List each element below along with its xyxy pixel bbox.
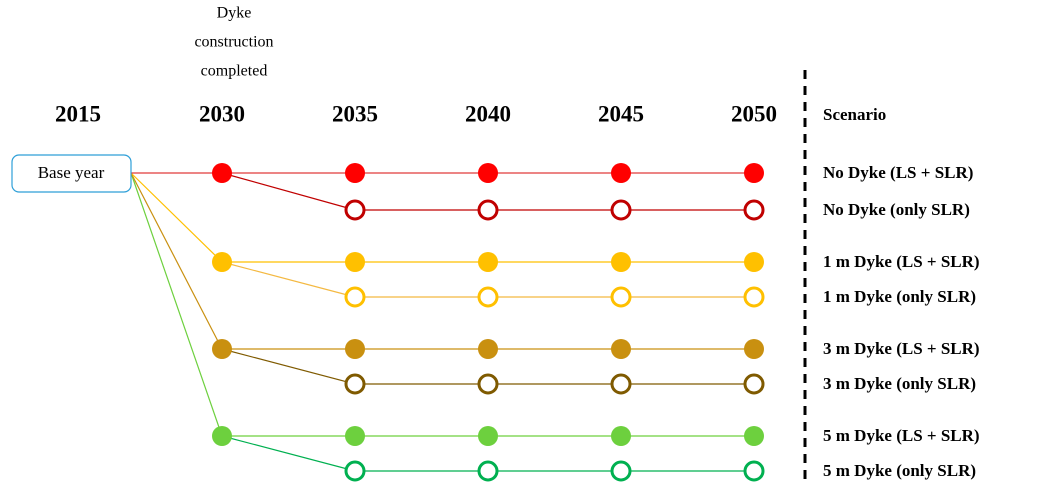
dot <box>345 426 365 446</box>
connector <box>130 172 223 350</box>
scenario-label: 5 m Dyke (LS + SLR) <box>823 426 980 445</box>
scenario-label: No Dyke (only SLR) <box>823 200 970 219</box>
ring <box>344 373 366 395</box>
dot <box>744 426 764 446</box>
ring <box>610 373 632 395</box>
year-label: 2050 <box>731 101 777 126</box>
dot <box>478 252 498 272</box>
scenario-label: 3 m Dyke (only SLR) <box>823 374 976 393</box>
ring <box>743 460 765 482</box>
connector <box>221 261 356 298</box>
ring <box>743 286 765 308</box>
year-label: 2045 <box>598 101 644 126</box>
connector <box>221 348 356 385</box>
base-label: Base year <box>38 163 105 182</box>
scenario-header: Scenario <box>823 105 886 124</box>
dot <box>345 252 365 272</box>
dot <box>212 252 232 272</box>
scenario-label: No Dyke (LS + SLR) <box>823 163 973 182</box>
ring <box>477 373 499 395</box>
connector <box>130 172 223 437</box>
ring <box>477 286 499 308</box>
ring <box>344 460 366 482</box>
dot <box>744 252 764 272</box>
base-box <box>11 154 132 193</box>
dot <box>212 426 232 446</box>
year-label: 2030 <box>199 101 245 126</box>
scenario-label: 1 m Dyke (LS + SLR) <box>823 252 980 271</box>
dot <box>744 163 764 183</box>
dot <box>611 426 631 446</box>
annotation: construction <box>194 34 273 51</box>
year-label: 2035 <box>332 101 378 126</box>
connector <box>130 172 223 263</box>
ring <box>610 460 632 482</box>
dot <box>611 252 631 272</box>
annotation: Dyke <box>217 5 252 22</box>
dot <box>611 163 631 183</box>
ring <box>344 286 366 308</box>
ring <box>477 460 499 482</box>
scenario-label: 5 m Dyke (only SLR) <box>823 461 976 480</box>
dot <box>345 163 365 183</box>
ring <box>610 286 632 308</box>
ring <box>477 199 499 221</box>
scenario-label: 1 m Dyke (only SLR) <box>823 287 976 306</box>
year-label: 2040 <box>465 101 511 126</box>
dot <box>611 339 631 359</box>
ring <box>344 199 366 221</box>
dot <box>478 163 498 183</box>
connector <box>221 435 356 472</box>
dot <box>212 163 232 183</box>
ring <box>743 373 765 395</box>
year-label: 2015 <box>55 101 101 126</box>
dot <box>212 339 232 359</box>
dot <box>478 339 498 359</box>
ring <box>610 199 632 221</box>
scenario-label: 3 m Dyke (LS + SLR) <box>823 339 980 358</box>
connector <box>221 172 356 211</box>
ring <box>743 199 765 221</box>
annotation: completed <box>201 63 268 80</box>
dot <box>345 339 365 359</box>
dot <box>478 426 498 446</box>
dot <box>744 339 764 359</box>
